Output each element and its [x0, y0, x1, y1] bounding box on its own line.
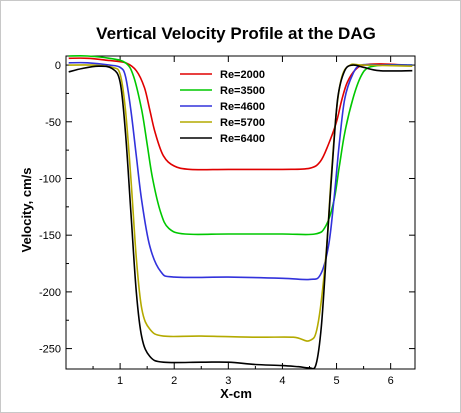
x-tick-label: 5 [333, 375, 339, 387]
series-line-re-6400 [68, 64, 413, 370]
legend-label: Re=2000 [220, 69, 265, 81]
x-tick-label: 3 [225, 375, 231, 387]
x-tick-label: 6 [388, 375, 394, 387]
series-lines [68, 55, 413, 370]
y-axis-ticks: 0 -50 -100 -150 -200 -250 [39, 60, 415, 356]
y-tick-label: -50 [45, 117, 61, 129]
y-tick-label: -100 [39, 173, 61, 185]
y-tick-label: 0 [55, 60, 61, 72]
y-axis-label: Velocity, cm/s [19, 167, 34, 252]
series-line-re-4600 [68, 61, 413, 281]
x-tick-label: 2 [171, 375, 177, 387]
plot-area [65, 55, 416, 370]
legend-label: Re=6400 [220, 133, 265, 145]
x-tick-label: 1 [117, 375, 123, 387]
y-tick-label: -150 [39, 230, 61, 242]
legend: Re=2000 Re=3500 Re=4600 Re=5700 Re=6400 [180, 69, 265, 145]
legend-label: Re=4600 [220, 101, 265, 113]
y-tick-label: -200 [39, 287, 61, 299]
legend-label: Re=5700 [220, 117, 265, 129]
legend-label: Re=3500 [220, 85, 265, 97]
series-line-re-2000 [68, 57, 407, 171]
x-tick-label: 4 [279, 375, 285, 387]
x-axis-label: X-cm [220, 386, 252, 401]
y-tick-label: -250 [39, 344, 61, 356]
series-line-re-3500 [68, 55, 413, 236]
x-axis-ticks: 1 2 3 4 5 6 [92, 56, 394, 387]
chart-title: Vertical Velocity Profile at the DAG [96, 24, 376, 43]
